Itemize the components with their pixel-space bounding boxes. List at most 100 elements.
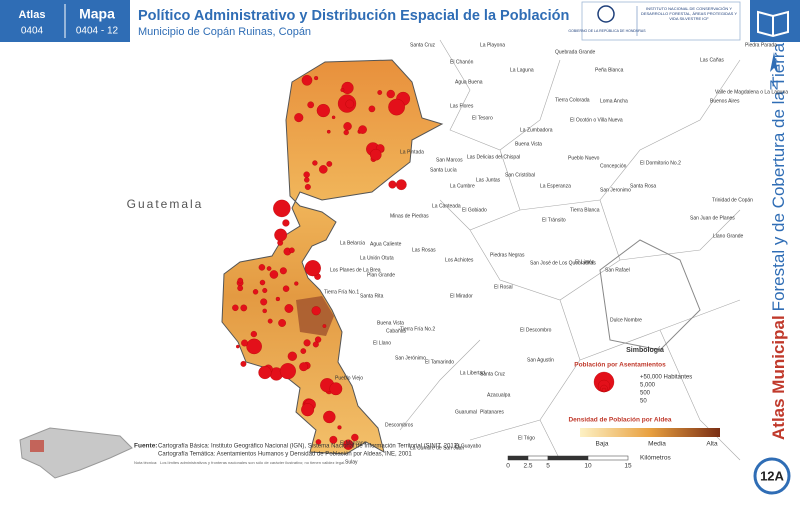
place-label: Pueblo Nuevo: [568, 155, 600, 161]
place-label: Santa Cruz: [410, 42, 436, 48]
map-subtitle: Municipio de Copán Ruinas, Copán: [138, 26, 311, 38]
place-label: La Laguna: [510, 67, 534, 73]
settlement: [343, 129, 349, 136]
place-label: Tierra Fría No.1: [324, 289, 359, 295]
place-label: La Cumbre de San Juan: [410, 445, 464, 451]
protected-area: [599, 239, 701, 351]
settlement: [326, 161, 333, 167]
place-label: La Canteada: [432, 203, 461, 209]
scale-unit: Kilómetros: [640, 455, 671, 462]
logos-box: [581, 1, 741, 41]
place-label: Guarumal: [455, 409, 477, 415]
settlement: [246, 338, 262, 355]
place-label: San Juan de Planes: [690, 215, 735, 221]
settlement: [316, 103, 330, 118]
settlement: [287, 351, 297, 361]
map-code: 0404 - 12: [76, 26, 119, 37]
source-label: Fuente:: [134, 443, 157, 450]
place-label: Agua Buena: [455, 79, 483, 85]
density-label: Alta: [706, 441, 718, 448]
place-label: San Jeronimo: [600, 187, 631, 193]
settlement: [323, 410, 336, 424]
logo-right-text: INSTITUTO NACIONAL DE CONSERVACIÓN Y DES…: [640, 6, 738, 21]
place-label: La Zumbadora: [520, 127, 553, 133]
map-title: Político Administrativo y Distribución E…: [138, 8, 569, 24]
place-label: La Esperanza: [540, 183, 571, 189]
place-label: El Chanón: [450, 59, 474, 65]
logo-left-text: GOBIERNO DE LA REPÚBLICA DE HONDURAS: [568, 29, 646, 33]
place-label: Santa Lucía: [430, 167, 457, 173]
legend-sizes: +50,000 Habitantes 5,000 500 50: [593, 371, 692, 405]
settlement: [279, 267, 287, 275]
place-label: El Manzano: [340, 440, 367, 446]
place-label: Concepción: [600, 163, 627, 169]
map-label: Mapa: [79, 6, 115, 22]
place-label: Loma Ancha: [600, 98, 628, 104]
settlement: [282, 219, 290, 227]
place-label: Pueblo Viejo: [335, 375, 363, 381]
place-label: El Limón: [575, 259, 595, 265]
place-label: El Tránsito: [542, 217, 566, 223]
municipality: [221, 59, 444, 455]
settlement: [303, 171, 310, 178]
settlement: [258, 365, 272, 380]
settlement: [331, 115, 336, 120]
place-label: San Cristóbal: [505, 172, 535, 178]
settlement: [236, 344, 240, 349]
scale-label: 2.5: [523, 463, 532, 470]
density-ramp: [580, 428, 720, 437]
place-label: Descombros: [385, 422, 414, 428]
badge-circle: [753, 457, 791, 495]
place-label: Plan Grande: [367, 272, 395, 278]
settlement: [279, 363, 296, 380]
place-label: Cabañas: [386, 328, 407, 334]
settlement: [326, 129, 331, 134]
legend: Simbología Población por Asentamientos +…: [568, 347, 720, 448]
settlement: [294, 113, 304, 123]
place-label: Santa Rosa: [630, 183, 656, 189]
place-label: San Rafael: [605, 267, 630, 273]
boundary-lines: [399, 39, 741, 461]
book-icon: [757, 10, 789, 38]
legend-size-label: 5,000: [640, 383, 656, 389]
place-label: Valle de Magdalena o La Laguna: [715, 89, 788, 95]
settlement: [312, 341, 319, 348]
settlement: [329, 435, 338, 444]
settlement: [377, 90, 383, 95]
place-label: Agua Caliente: [370, 241, 402, 247]
settlement: [388, 98, 405, 116]
side-title: Atlas Municipal Forestal y de Cobertura d…: [769, 42, 788, 440]
legend-size-label: 500: [640, 391, 651, 397]
place-label: Llano Grande: [713, 233, 744, 239]
place-label: Tierra Colorada: [555, 97, 590, 103]
settlement: [368, 105, 376, 113]
place-label: La Unión Otuta: [360, 255, 394, 261]
place-label: La Belarcia: [340, 240, 365, 246]
scale-label: 10: [584, 463, 592, 470]
north-label: N: [769, 77, 778, 92]
settlement: [388, 180, 397, 189]
side-title-rest: Forestal y de Cobertura de la Tierra: [769, 42, 788, 311]
settlement: [237, 277, 244, 284]
settlement: [304, 260, 321, 277]
place-label: El Tesoro: [472, 115, 493, 121]
place-label: Dulce Nombre: [610, 317, 642, 323]
settlement: [303, 339, 311, 347]
density-label: Media: [648, 441, 666, 448]
atlas-code: 0404: [21, 26, 44, 37]
place-label: San Marcos: [436, 157, 463, 163]
scale-label: 0: [506, 463, 510, 470]
settlement: [241, 339, 248, 347]
settlement: [273, 199, 291, 218]
place-labels: Santa Cruz La Playona Quebrada Grande Piedr…: [324, 42, 788, 465]
source-line: Cartografía Básica: Instituto Geográfico…: [158, 444, 461, 450]
logo-emblem: [597, 5, 615, 23]
country-label: Guatemala: [127, 197, 204, 211]
place-label: Las Cañas: [700, 57, 724, 63]
scale-segment: [587, 455, 629, 461]
settlement: [299, 362, 309, 372]
place-label: Las Delicias del Chispal: [467, 154, 520, 160]
place-label: El Tamarindo: [425, 359, 454, 365]
atlas-label: Atlas: [19, 9, 46, 21]
